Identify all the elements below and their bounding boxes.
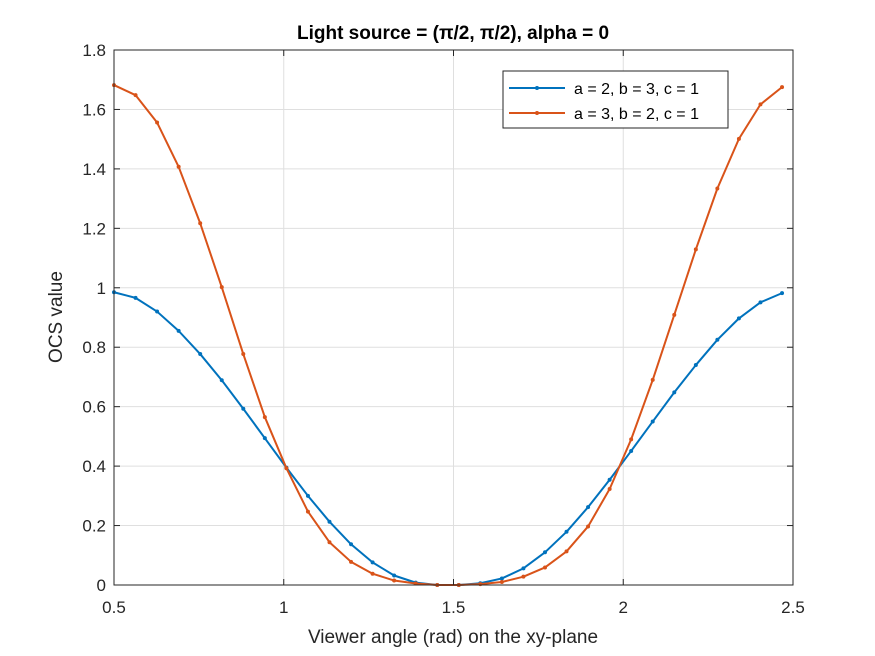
series-2-point [133, 93, 138, 98]
series-2-point [780, 85, 785, 90]
y-tick-label: 1.6 [82, 100, 106, 119]
series-1-point [305, 493, 310, 498]
legend: a = 2, b = 3, c = 1 a = 3, b = 2, c = 1 [502, 70, 729, 129]
series-1-point [198, 352, 203, 357]
series-1-point [736, 316, 741, 321]
series-2-point [176, 164, 181, 169]
series-2-point [370, 571, 375, 576]
series-2-point [650, 377, 655, 382]
series-1-point [693, 363, 698, 368]
series-2-point [607, 486, 612, 491]
legend-box [502, 70, 729, 129]
series-2-point [736, 136, 741, 141]
series-1-point [542, 550, 547, 555]
series-1-point [607, 477, 612, 482]
series-2-point [758, 102, 763, 107]
x-tick-label: 1.5 [442, 598, 466, 617]
series-1-point [521, 566, 526, 571]
y-tick-label: 1.8 [82, 41, 106, 60]
y-tick-label: 1.4 [82, 160, 106, 179]
series-1-point [349, 542, 354, 547]
series-1-point [219, 378, 224, 383]
series-1-point [327, 519, 332, 524]
y-tick-label: 1.2 [82, 219, 106, 238]
legend-label-series-2: a = 3, b = 2, c = 1 [574, 106, 699, 123]
legend-label-series-1: a = 2, b = 3, c = 1 [574, 81, 699, 98]
x-axis-label: Viewer angle (rad) on the xy-plane [308, 627, 598, 648]
y-tick-label: 0.6 [82, 398, 106, 417]
series-1-point [715, 337, 720, 342]
series-1-point [155, 309, 160, 314]
series-2-point [262, 415, 267, 420]
series-1-point [629, 448, 634, 453]
series-1-point [262, 436, 267, 441]
chart-title: Light source = (π/2, π/2), alpha = 0 [297, 23, 609, 44]
series-2-point [629, 437, 634, 442]
series-1-point [392, 573, 397, 578]
y-tick-labels: 0 0.2 0.4 0.6 0.8 1 1.2 1.4 1.6 1.8 [82, 41, 106, 595]
series-2-point [198, 221, 203, 226]
y-axis-label: OCS value [46, 271, 67, 363]
y-tick-label: 0 [97, 576, 106, 595]
series-1-point [780, 291, 785, 296]
y-tick-label: 0.8 [82, 338, 106, 357]
x-tick-label: 2 [619, 598, 628, 617]
series-2-point [241, 352, 246, 357]
x-tick-labels: 0.5 1 1.5 2 2.5 [102, 598, 805, 617]
series-2-point [672, 312, 677, 317]
series-2-point [478, 582, 483, 587]
series-2-point [715, 186, 720, 191]
series-1-point [133, 295, 138, 300]
x-tick-label: 1 [279, 598, 288, 617]
series-2-point [542, 565, 547, 570]
series-2-point [499, 580, 504, 585]
legend-marker-series-2 [535, 111, 539, 115]
y-tick-label: 1 [97, 279, 106, 298]
series-1-point [499, 576, 504, 581]
series-2-point [521, 574, 526, 579]
series-2-point [155, 120, 160, 125]
series-2-point [564, 549, 569, 554]
series-2-point [392, 578, 397, 583]
series-1-point [672, 390, 677, 395]
series-1-point [176, 328, 181, 333]
series-2-point [305, 509, 310, 514]
series-2-point [219, 285, 224, 290]
series-1-point [758, 300, 763, 305]
series-1-point [241, 406, 246, 411]
y-tick-label: 0.4 [82, 457, 106, 476]
series-2-point [693, 247, 698, 252]
series-2-point [327, 540, 332, 545]
series-2-point [586, 524, 591, 529]
y-tick-label: 0.2 [82, 517, 106, 536]
series-1-point [586, 505, 591, 510]
x-tick-label: 2.5 [781, 598, 805, 617]
tick-marks [113, 49, 794, 586]
series-1-point [650, 419, 655, 424]
series-1-point [564, 529, 569, 534]
series-2-point [349, 559, 354, 564]
series-1-point [370, 560, 375, 565]
legend-marker-series-1 [535, 86, 539, 90]
series-2-point [284, 466, 289, 471]
x-tick-label: 0.5 [102, 598, 126, 617]
